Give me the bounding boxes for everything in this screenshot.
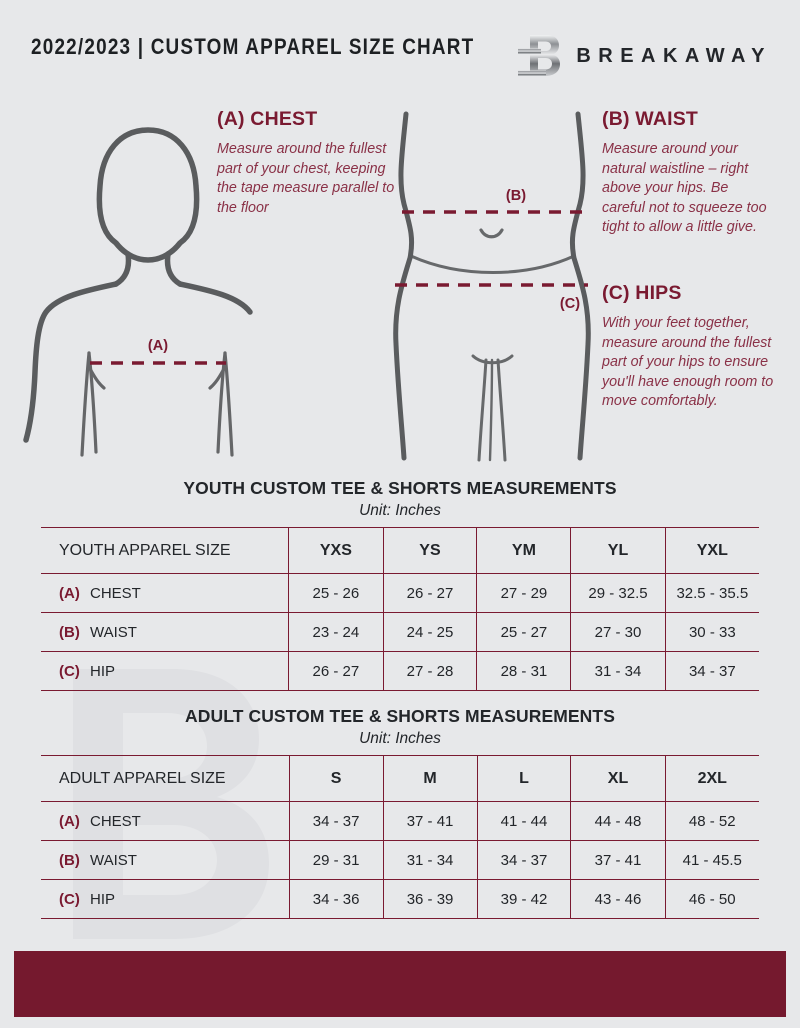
adult-apparel-size-label: ADULT APPAREL SIZE (41, 755, 290, 802)
table-row: (B) WAIST 23 - 24 24 - 25 25 - 27 27 - 3… (41, 612, 759, 652)
youth-cell-0-3: 29 - 32.5 (570, 573, 666, 613)
callout-waist-body: Measure around your natural waistline – … (602, 141, 767, 236)
brand-name: BREAKAWAY (576, 44, 772, 67)
youth-section-unit: Unit: Inches (359, 502, 441, 519)
callout-hips-title: (C) HIPS (602, 282, 682, 304)
page-title: 2022/2023 | CUSTOM APPAREL SIZE CHART (31, 34, 475, 59)
adult-cell-1-1: 31 - 34 (382, 840, 478, 880)
chest-marker-label: (A) (148, 338, 168, 354)
breakaway-b-logo-icon (518, 35, 561, 76)
adult-size-col-4: 2XL (664, 755, 759, 802)
youth-cell-0-4: 32.5 - 35.5 (664, 573, 759, 613)
youth-cell-1-2: 25 - 27 (476, 612, 572, 652)
youth-section-heading: YOUTH CUSTOM TEE & SHORTS MEASUREMENTS U… (0, 478, 800, 520)
table-row: (A) CHEST 25 - 26 26 - 27 27 - 29 29 - 3… (41, 573, 759, 613)
adult-cell-0-3: 44 - 48 (570, 801, 666, 841)
youth-cell-1-1: 24 - 25 (382, 612, 478, 652)
youth-cell-2-0: 26 - 27 (288, 651, 384, 691)
footer-bar (14, 951, 786, 1017)
adult-row-2-marker: (C) (59, 890, 80, 908)
brand-lockup: BREAKAWAY (516, 28, 772, 84)
youth-cell-1-4: 30 - 33 (664, 612, 759, 652)
youth-cell-2-1: 27 - 28 (382, 651, 478, 691)
youth-size-table: YOUTH APPAREL SIZE YXS YS YM YL YXL (A) … (41, 527, 759, 691)
lower-body-figure: (B) (C) (380, 108, 610, 463)
adult-cell-0-0: 34 - 37 (288, 801, 384, 841)
callout-waist: (B) WAIST Measure around your natural wa… (602, 108, 774, 238)
youth-size-col-3: YL (570, 527, 666, 574)
table-row: (C) HIP 26 - 27 27 - 28 28 - 31 31 - 34 … (41, 651, 759, 691)
youth-cell-2-2: 28 - 31 (476, 651, 572, 691)
youth-cell-0-0: 25 - 26 (288, 573, 384, 613)
adult-cell-2-1: 36 - 39 (382, 879, 478, 919)
callout-chest: (A) CHEST Measure around the fullest par… (217, 108, 397, 218)
youth-cell-1-0: 23 - 24 (288, 612, 384, 652)
youth-size-col-4: YXL (664, 527, 759, 574)
youth-row-0-marker: (A) (59, 584, 80, 602)
youth-row-1-marker: (B) (59, 623, 80, 641)
table-header-row: ADULT APPAREL SIZE S M L XL 2XL (41, 755, 759, 802)
table-row: (B) WAIST 29 - 31 31 - 34 34 - 37 37 - 4… (41, 840, 759, 880)
adult-cell-1-2: 34 - 37 (476, 840, 572, 880)
youth-cell-0-2: 27 - 29 (476, 573, 572, 613)
callout-hips-body: With your feet together, measure around … (602, 315, 774, 410)
adult-size-col-1: M (382, 755, 478, 802)
callout-chest-body: Measure around the fullest part of your … (217, 141, 395, 216)
youth-size-col-2: YM (476, 527, 572, 574)
adult-cell-1-4: 41 - 45.5 (664, 840, 759, 880)
youth-size-col-1: YS (382, 527, 478, 574)
youth-cell-2-3: 31 - 34 (570, 651, 666, 691)
adult-cell-0-2: 41 - 44 (476, 801, 572, 841)
hips-marker-label: (C) (560, 296, 580, 312)
youth-apparel-size-label: YOUTH APPAREL SIZE (41, 527, 290, 574)
adult-row-2-label: HIP (90, 890, 116, 908)
youth-row-2-label: HIP (90, 662, 116, 680)
adult-row-1-label: WAIST (90, 851, 137, 869)
adult-cell-1-3: 37 - 41 (570, 840, 666, 880)
callout-chest-title: (A) CHEST (217, 108, 318, 130)
youth-row-1-label: WAIST (90, 623, 137, 641)
adult-cell-0-4: 48 - 52 (664, 801, 759, 841)
youth-size-col-0: YXS (288, 527, 384, 574)
adult-row-0-label: CHEST (90, 812, 141, 830)
adult-cell-0-1: 37 - 41 (382, 801, 478, 841)
callout-hips: (C) HIPS With your feet together, measur… (602, 282, 774, 412)
adult-cell-1-0: 29 - 31 (288, 840, 384, 880)
adult-size-col-0: S (288, 755, 384, 802)
youth-row-0-label: CHEST (90, 584, 141, 602)
adult-cell-2-2: 39 - 42 (476, 879, 572, 919)
upper-body-figure: (A) (10, 100, 260, 465)
adult-cell-2-4: 46 - 50 (664, 879, 759, 919)
adult-row-0-marker: (A) (59, 812, 80, 830)
adult-section-unit: Unit: Inches (359, 730, 441, 747)
youth-cell-0-1: 26 - 27 (382, 573, 478, 613)
callout-waist-title: (B) WAIST (602, 108, 699, 130)
adult-cell-2-0: 34 - 36 (288, 879, 384, 919)
youth-cell-2-4: 34 - 37 (664, 651, 759, 691)
table-row: (C) HIP 34 - 36 36 - 39 39 - 42 43 - 46 … (41, 879, 759, 919)
adult-size-table: ADULT APPAREL SIZE S M L XL 2XL (A) CHES… (41, 755, 759, 919)
adult-size-col-3: XL (570, 755, 666, 802)
waist-marker-label: (B) (506, 188, 526, 204)
adult-cell-2-3: 43 - 46 (570, 879, 666, 919)
table-row: (A) CHEST 34 - 37 37 - 41 41 - 44 44 - 4… (41, 801, 759, 841)
youth-cell-1-3: 27 - 30 (570, 612, 666, 652)
adult-row-1-marker: (B) (59, 851, 80, 869)
youth-row-2-marker: (C) (59, 662, 80, 680)
adult-section-title: ADULT CUSTOM TEE & SHORTS MEASUREMENTS (185, 706, 615, 726)
adult-section-heading: ADULT CUSTOM TEE & SHORTS MEASUREMENTS U… (0, 706, 800, 748)
adult-size-col-2: L (476, 755, 572, 802)
table-header-row: YOUTH APPAREL SIZE YXS YS YM YL YXL (41, 527, 759, 574)
page-header: 2022/2023 | CUSTOM APPAREL SIZE CHART BR… (0, 28, 800, 84)
youth-section-title: YOUTH CUSTOM TEE & SHORTS MEASUREMENTS (183, 478, 617, 498)
